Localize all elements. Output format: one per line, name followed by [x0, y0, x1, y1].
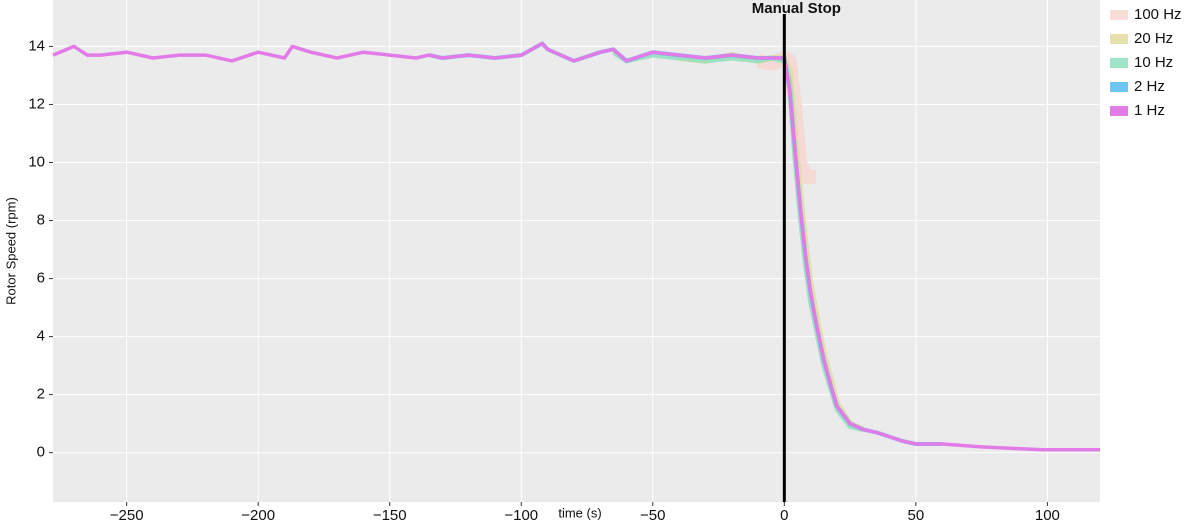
legend-swatch	[1110, 82, 1128, 92]
y-tick-label: 6	[37, 270, 45, 287]
legend-swatch	[1110, 10, 1128, 20]
legend-label: 10 Hz	[1134, 54, 1173, 71]
y-tick-label: 0	[37, 444, 45, 461]
series-line	[52, 41, 1100, 452]
y-axis-label: Rotor Speed (rpm)	[3, 197, 18, 305]
legend-swatch	[1110, 106, 1128, 116]
annotation-label: Manual Stop	[752, 0, 841, 17]
x-tick-label: −150	[373, 507, 407, 524]
x-tick-label: −200	[241, 507, 275, 524]
x-tick-label: −50	[640, 507, 665, 524]
x-tick-label: 100	[1035, 507, 1060, 524]
plot-background	[53, 0, 1100, 502]
y-tick-label: 14	[28, 37, 45, 54]
y-tick-label: 2	[37, 386, 45, 403]
x-tick-label: −250	[110, 507, 144, 524]
y-tick-label: 8	[37, 212, 45, 229]
x-tick-label: 50	[908, 507, 925, 524]
legend-label: 100 Hz	[1134, 6, 1182, 23]
x-tick-label: −100	[504, 507, 538, 524]
y-tick-label: 10	[28, 153, 45, 170]
x-tick-label: 0	[780, 507, 788, 524]
legend-label: 1 Hz	[1134, 102, 1165, 119]
legend-label: 2 Hz	[1134, 78, 1165, 95]
legend-swatch	[1110, 58, 1128, 68]
x-axis-label: time (s)	[558, 505, 601, 520]
y-tick-label: 12	[28, 95, 45, 112]
y-tick-label: 4	[37, 328, 45, 345]
legend-swatch	[1110, 34, 1128, 44]
legend-label: 20 Hz	[1134, 30, 1173, 47]
